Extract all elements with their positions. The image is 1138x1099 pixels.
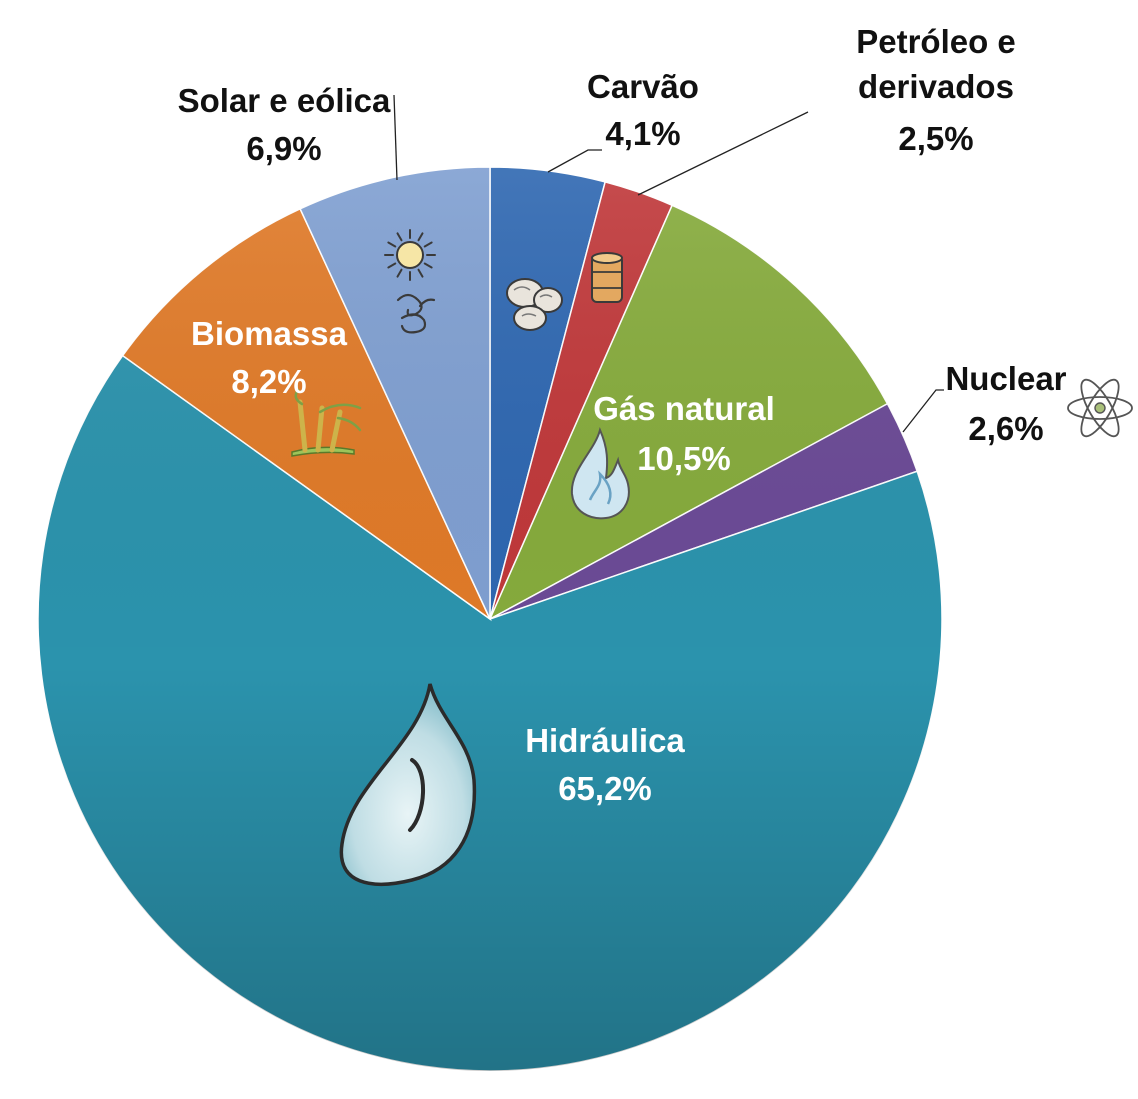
data-label-hidraulica: 65,2% — [558, 770, 652, 807]
atom-icon — [1067, 378, 1133, 438]
sun-wind-icon — [384, 229, 436, 334]
slice-label-hidraulica: Hidráulica — [525, 722, 685, 759]
data-label-gas-natural: 10,5% — [637, 440, 731, 477]
slice-label-biomassa: Biomassa — [191, 315, 348, 352]
slice-label-solar-e-eolica: Solar e eólica — [178, 82, 391, 119]
slice-label-petroleo-e-derivados: Petróleo e — [856, 23, 1016, 60]
slice-label-gas-natural: Gás natural — [593, 390, 775, 427]
slice-label-nuclear: Nuclear — [945, 360, 1066, 397]
flame-icon — [570, 427, 630, 520]
data-label-petroleo-e-derivados: 2,5% — [898, 120, 973, 157]
coal-icon — [506, 278, 563, 331]
leader-line-solar-e-eolica — [393, 94, 398, 181]
data-label-nuclear: 2,6% — [968, 410, 1043, 447]
oil-barrel-icon — [591, 252, 623, 303]
sugarcane-icon — [291, 388, 362, 457]
leader-line-nuclear — [902, 389, 944, 433]
data-label-solar-e-eolica: 6,9% — [246, 130, 321, 167]
water-drop-icon — [339, 683, 477, 886]
leader-lines — [393, 94, 944, 433]
leader-line-petroleo-e-derivados — [637, 111, 809, 196]
slice-label-petroleo-e-derivados: derivados — [858, 68, 1014, 105]
labels-layer: Carvão 4,1% Petróleo e derivados 2,5% Gás nat… — [178, 23, 1067, 807]
shading-overlay — [38, 167, 942, 1071]
data-label-biomassa: 8,2% — [231, 363, 306, 400]
data-label-carvao: 4,1% — [605, 115, 680, 152]
slice-label-carvao: Carvão — [587, 68, 699, 105]
icons-layer — [291, 229, 1133, 886]
leader-line-carvao — [547, 149, 602, 173]
pie-shading — [38, 167, 942, 1071]
